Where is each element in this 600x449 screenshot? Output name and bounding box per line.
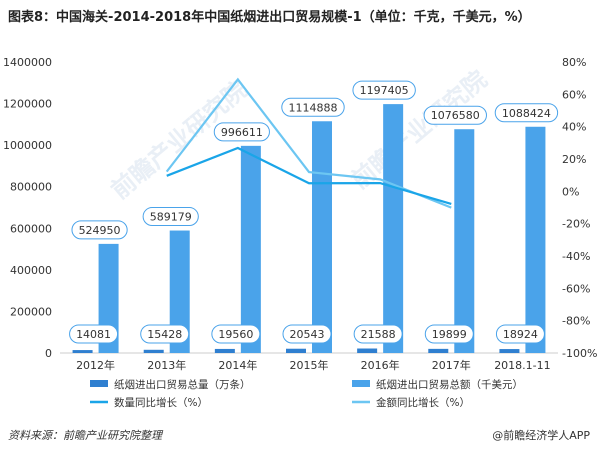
- volume-bar: [214, 348, 235, 353]
- amount-bar: [383, 104, 404, 354]
- legend-swatch: [90, 380, 108, 387]
- amount-value-label: 1197405: [360, 84, 409, 97]
- x-tick-label: 2015年: [290, 358, 329, 372]
- y2-tick-label: 40%: [562, 121, 586, 134]
- data-label-bubbles: 14081 15428 19560 20543 21588 19899 18924 52495…: [69, 80, 559, 344]
- volume-value-bubble: [282, 324, 332, 344]
- volume-value-bubble: [353, 324, 403, 344]
- x-tick-label: 2013年: [147, 358, 186, 372]
- volume-value-label: 19899: [432, 328, 467, 341]
- y-tick-label: 800000: [10, 181, 52, 194]
- y-tick-label: 400000: [10, 264, 52, 277]
- source-note: 资料来源：前瞻产业研究院整理: [8, 429, 162, 442]
- y2-tick-label: 80%: [562, 56, 586, 69]
- volume-value-bubble: [424, 324, 474, 344]
- legend-label: 纸烟进出口贸易总额（千美元）: [376, 378, 523, 391]
- amount-bar: [240, 145, 261, 353]
- y2-tick-label: -60%: [562, 282, 590, 295]
- y2-tick-label: -40%: [562, 250, 590, 263]
- y2-tick-label: 0%: [562, 185, 579, 198]
- volume-value-label: 21588: [361, 328, 396, 341]
- volume-value-label: 14081: [76, 328, 111, 341]
- amount-value-label: 1076580: [431, 109, 480, 122]
- y-tick-label: 0: [45, 347, 52, 360]
- volume-value-label: 15428: [147, 328, 182, 341]
- amount-growth-line: [165, 77, 452, 209]
- x-tick-label: 2017年: [432, 358, 471, 372]
- x-tick-label: 2018.1-11: [494, 359, 550, 372]
- y-tick-label: 600000: [10, 222, 52, 235]
- y-tick-label: 200000: [10, 305, 52, 318]
- x-tick-label: 2016年: [361, 358, 400, 372]
- amount-value-bubble: [494, 103, 559, 123]
- amount-value-bubble: [423, 105, 487, 125]
- volume-value-label: 20543: [290, 328, 325, 341]
- legend-label: 金额同比增长（%）: [376, 396, 470, 409]
- amount-value-label: 1088424: [502, 107, 551, 120]
- legend-label: 数量同比增长（%）: [114, 396, 208, 409]
- volume-value-bubble: [211, 324, 261, 344]
- y2-tick-label: -80%: [562, 315, 590, 328]
- y2-tick-label: 60%: [562, 88, 586, 101]
- amount-bar: [312, 121, 332, 353]
- amount-value-bubble: [352, 80, 416, 100]
- amount-bar: [169, 230, 190, 353]
- y-tick-label: 1400000: [3, 56, 52, 69]
- amount-value-bubble: [142, 207, 199, 227]
- amount-bar: [525, 126, 546, 353]
- y-tick-label: 1000000: [3, 139, 52, 152]
- amount-value-label: 996611: [221, 126, 263, 139]
- amount-value-bubble: [213, 122, 270, 142]
- volume-bars: [72, 348, 520, 353]
- volume-value-bubble: [69, 324, 119, 344]
- legend: 纸烟进出口贸易总量（万条） 纸烟进出口贸易总额（千美元） 数量同比增长（%） 金额同比…: [90, 378, 523, 409]
- volume-bar: [72, 350, 93, 353]
- volume-value-bubble: [140, 324, 190, 344]
- volume-bar: [286, 348, 306, 353]
- x-tick-label: 2012年: [76, 358, 115, 372]
- legend-swatch: [352, 380, 370, 387]
- y2-tick-label: 20%: [562, 153, 586, 166]
- amount-value-bubble: [281, 97, 345, 117]
- y2-tick-label: -100%: [562, 347, 597, 360]
- volume-bar: [499, 349, 520, 353]
- x-tick-label: 2014年: [218, 358, 257, 372]
- y2-tick-label: -20%: [562, 218, 590, 231]
- amount-value-label: 1114888: [289, 101, 338, 114]
- amount-value-bubble: [71, 220, 128, 240]
- volume-bar: [357, 348, 378, 353]
- volume-bar: [428, 348, 449, 353]
- y-tick-label: 1200000: [3, 98, 52, 111]
- quantity-growth-line: [166, 146, 452, 205]
- brand-note: @前瞻经济学人APP: [492, 429, 590, 442]
- watermark-layer: 前瞻产业研究院 前瞻产业研究院: [106, 65, 493, 204]
- amount-value-label: 589179: [150, 211, 192, 224]
- axes: 0 200000 400000 600000 800000 1000000 1200000 1…: [3, 56, 597, 372]
- volume-value-label: 18924: [503, 328, 538, 341]
- amount-bar: [454, 129, 475, 353]
- amount-bars: [98, 104, 546, 354]
- legend-label: 纸烟进出口贸易总量（万条）: [114, 378, 251, 391]
- volume-bar: [143, 349, 164, 353]
- chart-title: 图表8：中国海关-2014-2018年中国纸烟进出口贸易规模-1（单位：千克，千…: [8, 10, 531, 25]
- growth-lines: [165, 77, 452, 209]
- volume-value-label: 19560: [218, 328, 253, 341]
- volume-value-bubble: [495, 324, 545, 344]
- amount-value-label: 524950: [79, 224, 121, 237]
